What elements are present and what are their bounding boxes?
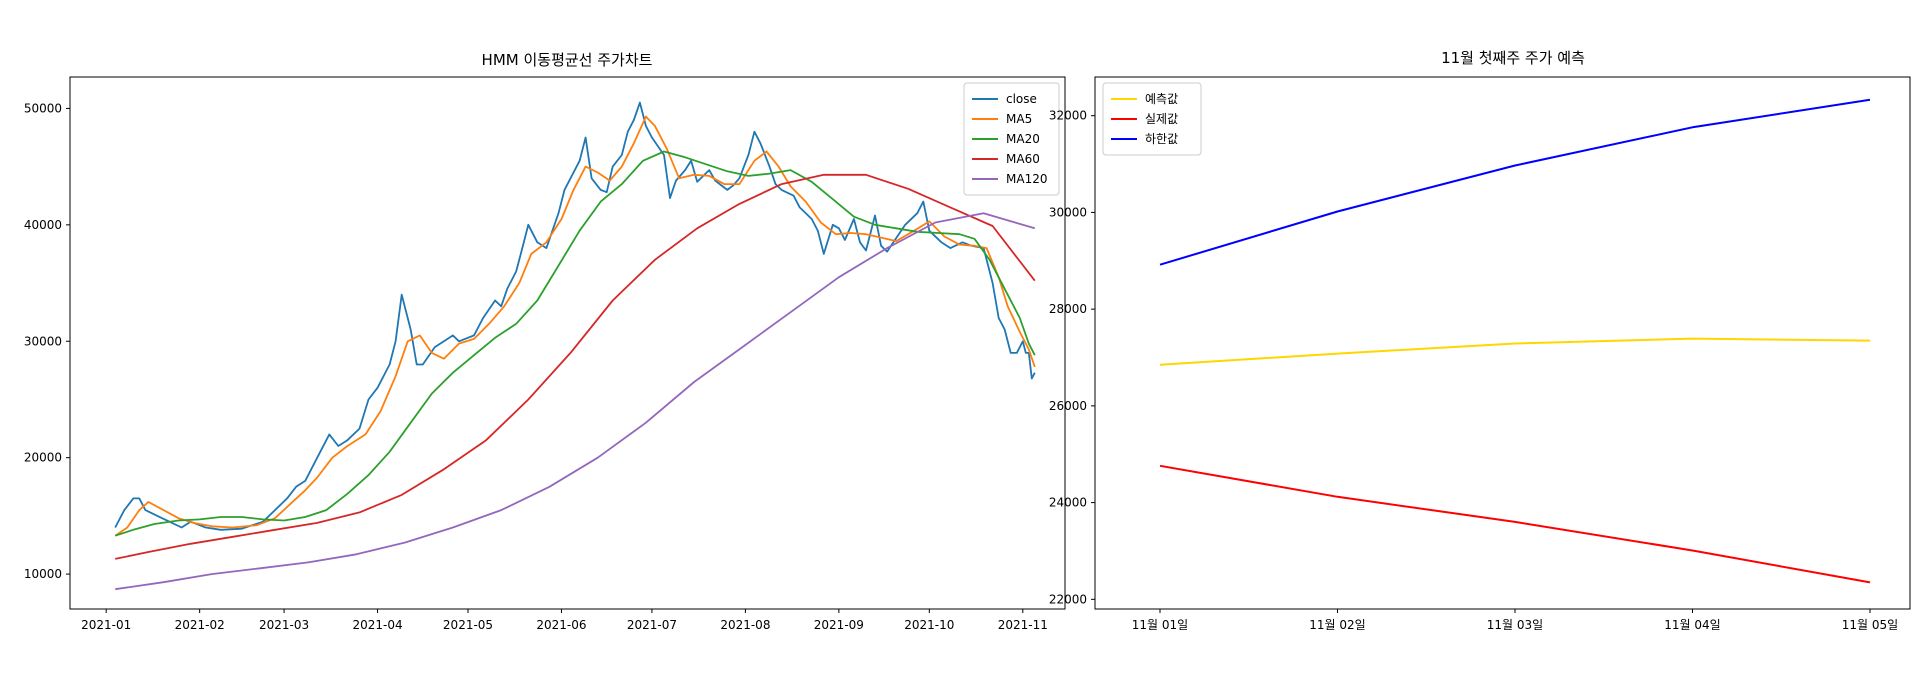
legend-label: 실제값: [1145, 112, 1178, 126]
x-tick-label: 11월 03일: [1487, 618, 1543, 632]
legend-label: MA60: [1006, 152, 1040, 166]
plot-frame: [1094, 76, 1911, 610]
legend-label: MA20: [1006, 132, 1040, 146]
x-tick-label: 2021-03: [259, 618, 309, 632]
x-tick-label: 2021-05: [443, 618, 493, 632]
x-tick-label: 11월 01일: [1132, 618, 1188, 632]
series-line-ma60: [115, 173, 1036, 560]
y-tick-label: 30000: [1049, 205, 1087, 219]
series-line-3: [1159, 98, 1871, 266]
y-tick-label: 26000: [1049, 399, 1087, 413]
y-tick-label: 22000: [1049, 592, 1087, 606]
legend-label: 예측값: [1145, 92, 1178, 106]
series-line-ma120: [115, 212, 1036, 591]
chart-title: HMM 이동평균선 주가차트: [482, 51, 653, 69]
legend-box: [963, 82, 1060, 196]
series-line-ma5: [114, 115, 1036, 537]
legend-label: MA5: [1006, 112, 1032, 126]
forecast-chart: 11월 첫째주 주가 예측 22000 24000 26000 28000 30000 3…: [1049, 49, 1911, 632]
y-tick-label: 24000: [1049, 496, 1087, 510]
y-tick-label: 50000: [24, 101, 62, 115]
x-tick-label: 2021-06: [536, 618, 586, 632]
x-tick-label: 2021-11: [998, 618, 1048, 632]
x-tick-label: 11월 05일: [1842, 618, 1898, 632]
y-tick-label: 32000: [1049, 109, 1087, 123]
legend-label: 하한값: [1145, 132, 1178, 146]
y-tick-label: 20000: [24, 451, 62, 465]
y-tick-label: 10000: [24, 567, 62, 581]
x-tick-label: 11월 04일: [1664, 618, 1720, 632]
series-line-1: [1159, 337, 1871, 366]
x-tick-label: 2021-09: [814, 618, 864, 632]
y-tick-label: 40000: [24, 218, 62, 232]
legend-label: MA120: [1006, 172, 1047, 186]
moving-average-chart: HMM 이동평균선 주가차트 10000 20000 30000 40000 50000…: [24, 51, 1066, 632]
x-tick-label: 2021-08: [720, 618, 770, 632]
series-line-ma20: [114, 150, 1036, 537]
x-tick-label: 11월 02일: [1309, 618, 1365, 632]
plot-frame: [69, 76, 1066, 610]
x-tick-label: 2021-01: [81, 618, 131, 632]
legend-box: [1102, 82, 1202, 156]
series-line-close: [114, 101, 1036, 531]
legend-label: close: [1006, 92, 1037, 106]
y-tick-label: 28000: [1049, 302, 1087, 316]
y-tick-label: 30000: [24, 334, 62, 348]
x-tick-label: 2021-07: [627, 618, 677, 632]
x-tick-label: 2021-02: [175, 618, 225, 632]
x-tick-label: 2021-10: [904, 618, 954, 632]
chart-title: 11월 첫째주 주가 예측: [1441, 49, 1585, 67]
x-tick-label: 2021-04: [352, 618, 402, 632]
series-line-2: [1159, 464, 1871, 584]
